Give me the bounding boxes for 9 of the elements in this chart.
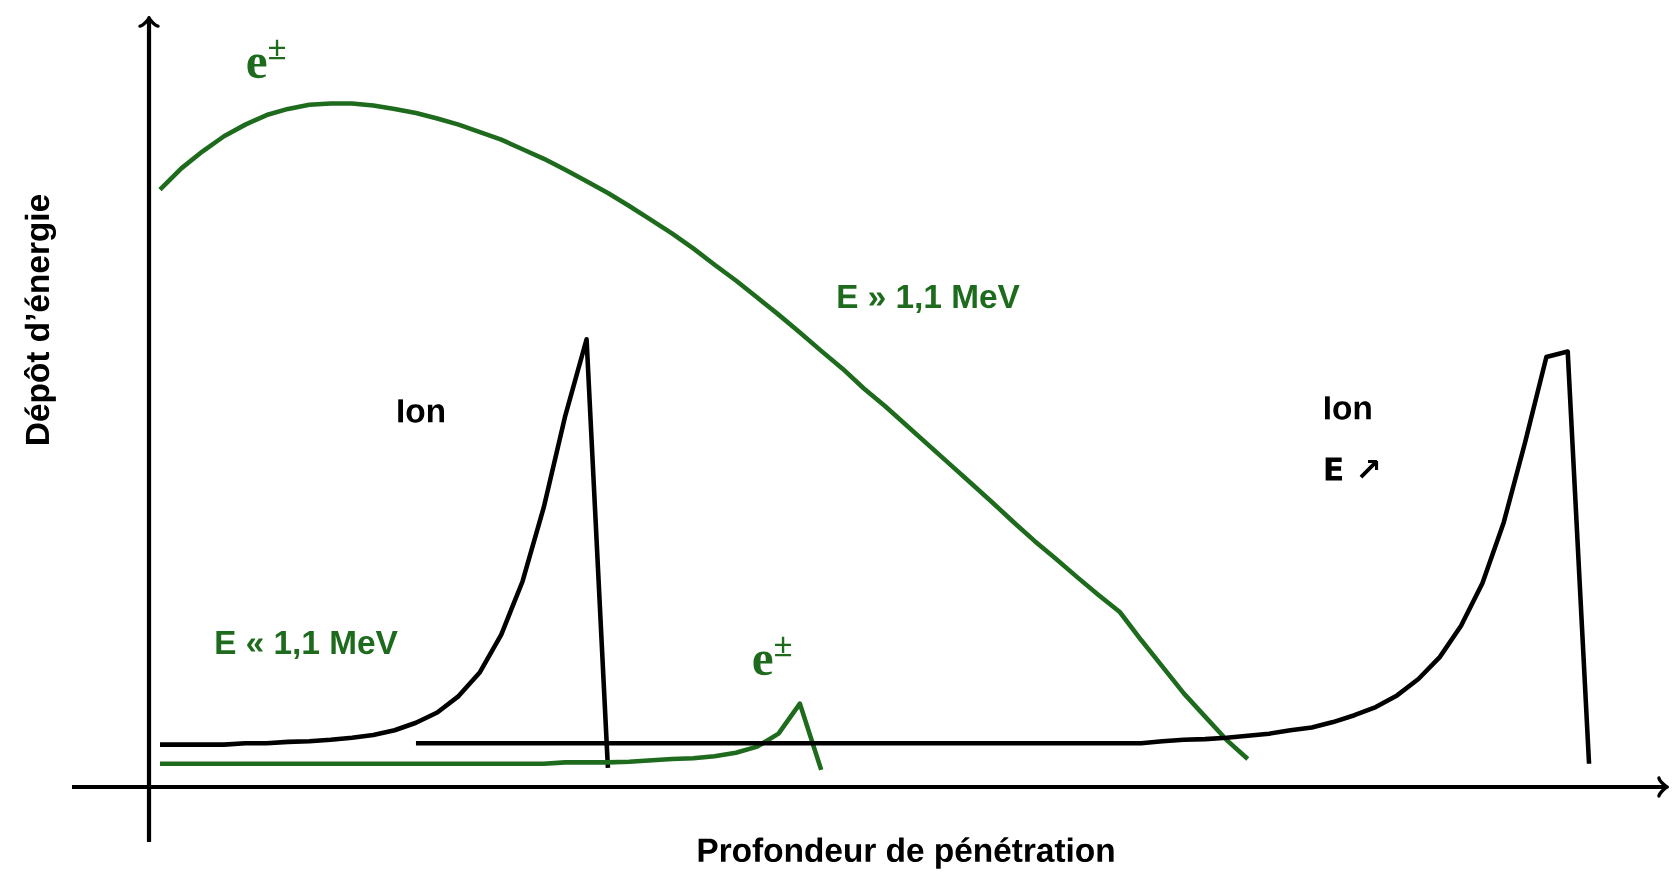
series-label: e$^{±}$: [247, 39, 286, 79]
annotation: E ↗: [1325, 457, 1379, 481]
annotation: E « 1,1 MeV: [216, 630, 398, 660]
annotation: E » 1,1 MeV: [838, 284, 1020, 314]
x-axis-title: Profondeur de pénétration: [698, 837, 1114, 869]
annotation: Ion: [1324, 396, 1371, 420]
series-label: e$^{±}$: [753, 636, 792, 676]
y-axis-title: Dépôt d’énergie: [24, 195, 56, 444]
annotation: Ion: [398, 399, 445, 423]
